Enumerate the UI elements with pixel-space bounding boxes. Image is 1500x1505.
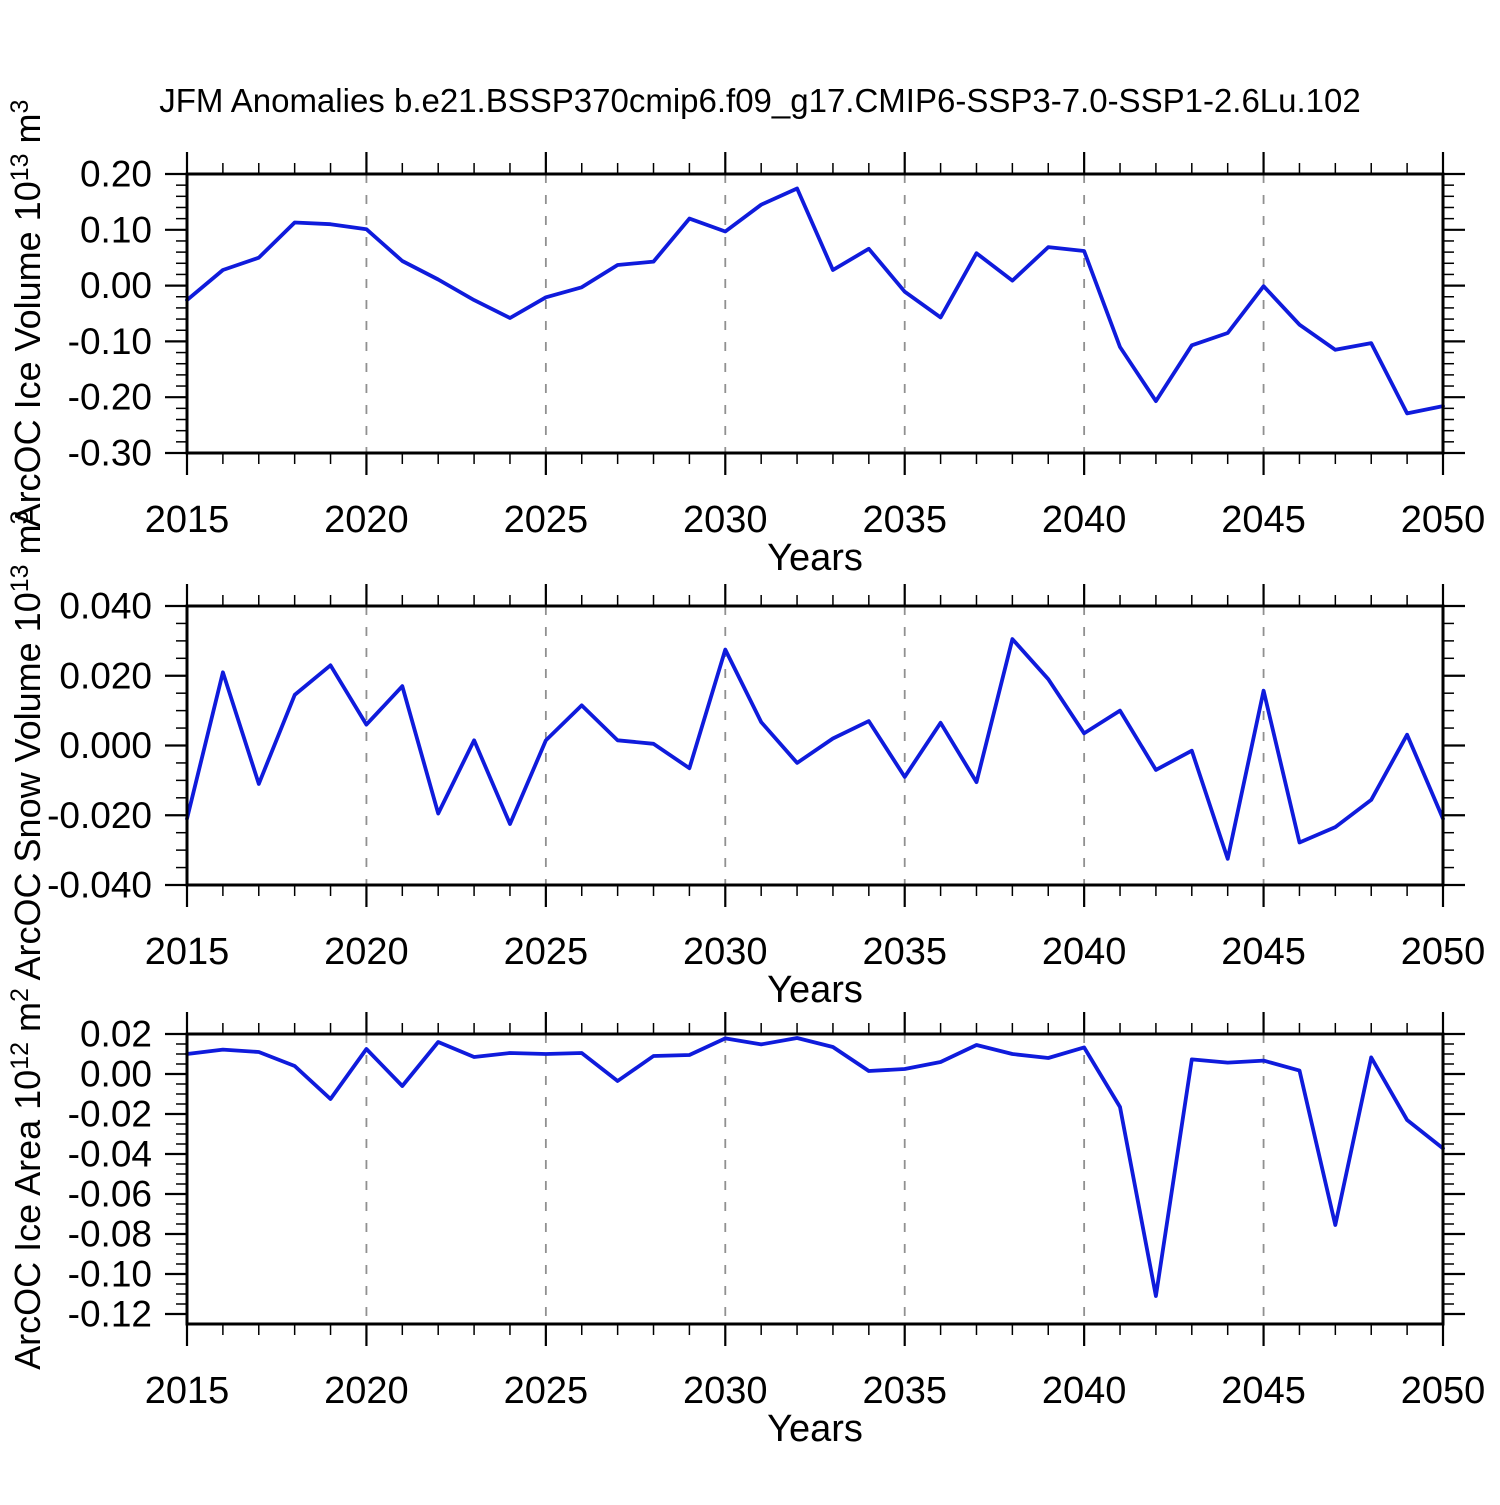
x-axis-title: Years [767,537,863,579]
svg-text:-0.04: -0.04 [68,1134,152,1175]
svg-text:0.00: 0.00 [80,265,152,306]
svg-text:-0.20: -0.20 [68,377,152,418]
svg-text:2020: 2020 [324,931,409,973]
plot-box [185,1032,1445,1326]
x-tick-labels: 2015 2020 2025 2030 2035 2040 2045 2050 [145,1370,1486,1412]
svg-text:0.02: 0.02 [80,1014,152,1055]
x-tick-labels: 2015 2020 2025 2030 2035 2040 2045 2050 [145,499,1486,541]
x-axis-title: Years [767,1408,863,1450]
svg-text:2025: 2025 [504,1370,589,1412]
svg-text:-0.02: -0.02 [68,1094,152,1135]
axis-ticks [165,584,1465,907]
y-axis-title: ArcOC Snow Volume 1013 m3 [6,511,48,981]
svg-text:-0.10: -0.10 [68,321,152,362]
svg-text:2040: 2040 [1042,1370,1127,1412]
y-tick-labels: 0.040 0.020 0.000 -0.020 -0.040 [47,586,152,906]
svg-text:2050: 2050 [1401,931,1486,973]
svg-text:2025: 2025 [504,499,589,541]
svg-text:2050: 2050 [1401,1370,1486,1412]
svg-text:0.10: 0.10 [80,209,152,250]
svg-text:-0.12: -0.12 [68,1294,152,1335]
svg-text:2015: 2015 [145,931,230,973]
data-line-ice-area [185,1036,1445,1298]
svg-text:-0.30: -0.30 [68,433,152,474]
plot-box [185,604,1445,887]
svg-text:0.00: 0.00 [80,1054,152,1095]
data-line-snow-volume [185,637,1445,861]
axis-ticks [165,152,1465,475]
y-tick-labels: 0.20 0.10 0.00 -0.10 -0.20 -0.30 [68,154,152,474]
gridlines [365,174,1265,453]
x-tick-labels: 2015 2020 2025 2030 2035 2040 2045 2050 [145,931,1486,973]
svg-text:0.020: 0.020 [59,655,152,696]
data-line-ice-volume [185,186,1445,416]
svg-text:2020: 2020 [324,1370,409,1412]
plot-box [185,172,1445,455]
gridlines [365,606,1265,885]
svg-text:2030: 2030 [683,1370,768,1412]
svg-text:2045: 2045 [1221,1370,1306,1412]
axis-ticks [165,1012,1465,1346]
svg-text:2050: 2050 [1401,499,1486,541]
gridlines [365,1034,1265,1324]
svg-text:2020: 2020 [324,499,409,541]
svg-text:0.20: 0.20 [80,154,152,195]
svg-text:0.040: 0.040 [59,586,152,627]
svg-text:2045: 2045 [1221,499,1306,541]
svg-text:-0.06: -0.06 [68,1174,152,1215]
svg-text:-0.08: -0.08 [68,1214,152,1255]
y-tick-labels: 0.020.00-0.02-0.04-0.06-0.08-0.10-0.12 [68,1014,152,1335]
svg-text:2035: 2035 [862,499,947,541]
svg-text:2045: 2045 [1221,931,1306,973]
svg-text:2030: 2030 [683,499,768,541]
svg-text:2015: 2015 [145,499,230,541]
svg-text:2025: 2025 [504,931,589,973]
svg-text:2015: 2015 [145,1370,230,1412]
svg-text:0.000: 0.000 [59,725,152,766]
panel-ice-area: 0.020.00-0.02-0.04-0.06-0.08-0.10-0.12 20… [6,988,1485,1450]
svg-text:-0.040: -0.040 [47,865,152,906]
chart-title: JFM Anomalies b.e21.BSSP370cmip6.f09_g17… [159,82,1361,119]
svg-text:2035: 2035 [862,931,947,973]
svg-text:2040: 2040 [1042,499,1127,541]
y-axis-title: ArcOC Ice Volume 1013 m3 [6,100,48,528]
svg-text:-0.020: -0.020 [47,795,152,836]
x-axis-title: Years [767,969,863,1011]
svg-text:-0.10: -0.10 [68,1254,152,1295]
svg-text:2030: 2030 [683,931,768,973]
svg-text:2035: 2035 [862,1370,947,1412]
y-axis-title: ArcOC Ice Area 1012 m2 [6,988,48,1370]
svg-text:2040: 2040 [1042,931,1127,973]
